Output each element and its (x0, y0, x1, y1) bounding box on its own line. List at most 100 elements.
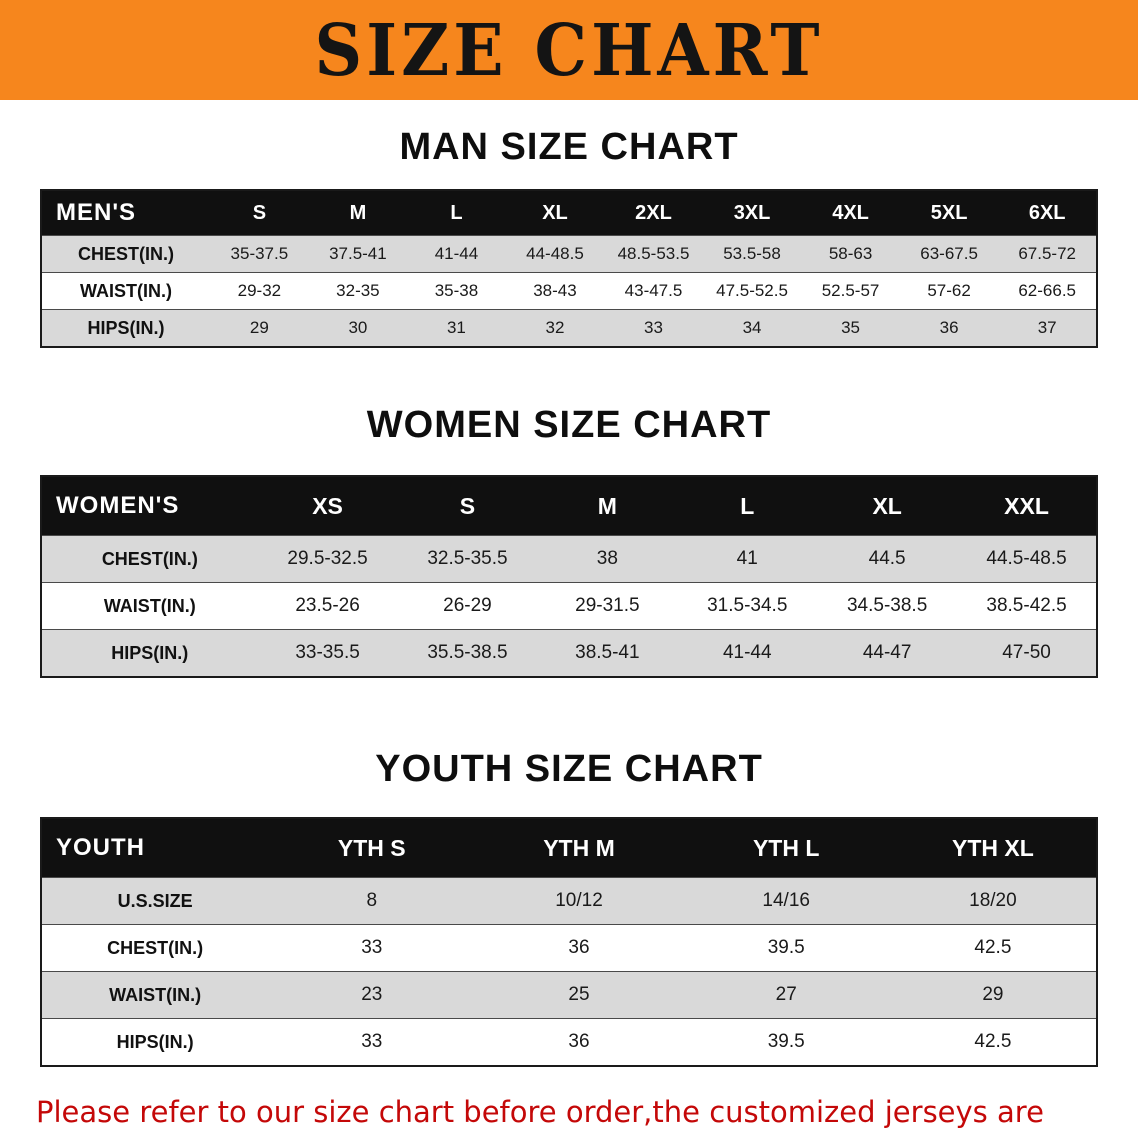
women-size-table: WOMEN'S XS S M L XL XXL CHEST(IN.) 29.5-32.5 32.5… (40, 475, 1098, 678)
row-label: CHEST(IN.) (41, 535, 258, 583)
size-value: 36 (475, 924, 683, 972)
table-row: WAIST(IN.) 23.5-26 26-29 29-31.5 31.5-34.5 34… (41, 582, 1097, 630)
size-value: 35.5-38.5 (397, 629, 538, 677)
size-value: 33 (604, 309, 703, 347)
size-value: 8 (268, 877, 476, 925)
size-column-header: L (677, 476, 818, 536)
size-column-header: YTH L (682, 818, 890, 878)
size-value: 63-67.5 (899, 235, 999, 273)
size-column-header: M (537, 476, 678, 536)
banner: SIZE CHART (0, 0, 1138, 100)
size-value: 34 (702, 309, 802, 347)
row-label: CHEST(IN.) (41, 924, 269, 972)
table-row: HIPS(IN.) 29 30 31 32 33 34 35 36 37 (41, 309, 1097, 347)
size-value: 29-31.5 (537, 582, 678, 630)
size-value: 26-29 (397, 582, 538, 630)
size-value: 18/20 (889, 877, 1097, 925)
size-value: 44.5 (817, 535, 958, 583)
row-label: WAIST(IN.) (41, 971, 269, 1019)
youth-size-table: YOUTH YTH S YTH M YTH L YTH XL U.S.SIZE 8 10/12… (40, 817, 1098, 1067)
disclaimer-line-1: Please refer to our size chart before or… (36, 1095, 1044, 1129)
size-value: 36 (475, 1018, 683, 1066)
table-header-row: YOUTH YTH S YTH M YTH L YTH XL (41, 818, 1097, 878)
row-label: CHEST(IN.) (41, 235, 211, 273)
table-corner-label: WOMEN'S (41, 476, 258, 536)
table-row: WAIST(IN.) 23 25 27 29 (41, 971, 1097, 1019)
row-label: WAIST(IN.) (41, 582, 258, 630)
size-value: 58-63 (801, 235, 900, 273)
size-value: 62-66.5 (998, 272, 1097, 310)
size-value: 44-47 (817, 629, 958, 677)
table-row: CHEST(IN.) 35-37.5 37.5-41 41-44 44-48.5 48.5… (41, 235, 1097, 273)
size-value: 39.5 (682, 1018, 890, 1066)
women-size-chart-title: WOMEN SIZE CHART (366, 404, 772, 446)
table-row: HIPS(IN.) 33 36 39.5 42.5 (41, 1018, 1097, 1066)
size-value: 48.5-53.5 (604, 235, 703, 273)
size-value: 57-62 (899, 272, 999, 310)
size-column-header: YTH XL (889, 818, 1097, 878)
size-value: 47-50 (957, 629, 1097, 677)
size-value: 42.5 (889, 1018, 1097, 1066)
size-column-header: XL (505, 190, 605, 236)
man-size-table: MEN'S S M L XL 2XL 3XL 4XL 5XL 6XL CHEST(IN.) 35-37… (40, 189, 1098, 348)
row-label: U.S.SIZE (41, 877, 269, 925)
table-row: CHEST(IN.) 33 36 39.5 42.5 (41, 924, 1097, 972)
size-value: 31 (407, 309, 506, 347)
size-column-header: YTH S (268, 818, 476, 878)
size-value: 30 (308, 309, 408, 347)
size-column-header: XXL (957, 476, 1097, 536)
row-label: HIPS(IN.) (41, 309, 211, 347)
table-row: WAIST(IN.) 29-32 32-35 35-38 38-43 43-47.5 47.… (41, 272, 1097, 310)
table-row: CHEST(IN.) 29.5-32.5 32.5-35.5 38 41 44.5 44.5… (41, 535, 1097, 583)
size-value: 44-48.5 (505, 235, 605, 273)
table-corner-label: YOUTH (41, 818, 269, 878)
size-value: 32.5-35.5 (397, 535, 538, 583)
size-value: 23 (268, 971, 476, 1019)
size-column-header: 4XL (801, 190, 900, 236)
size-value: 33 (268, 1018, 476, 1066)
size-column-header: XL (817, 476, 958, 536)
size-value: 29 (889, 971, 1097, 1019)
size-value: 14/16 (682, 877, 890, 925)
row-label: HIPS(IN.) (41, 629, 258, 677)
size-value: 35 (801, 309, 900, 347)
size-value: 44.5-48.5 (957, 535, 1097, 583)
size-value: 53.5-58 (702, 235, 802, 273)
size-column-header: 3XL (702, 190, 802, 236)
table-row: U.S.SIZE 8 10/12 14/16 18/20 (41, 877, 1097, 925)
disclaimer: Please refer to our size chart before or… (36, 1093, 1116, 1132)
size-value: 35-38 (407, 272, 506, 310)
size-value: 35-37.5 (210, 235, 309, 273)
size-value: 38-43 (505, 272, 605, 310)
size-value: 38.5-41 (537, 629, 678, 677)
size-column-header: S (397, 476, 538, 536)
size-value: 41-44 (677, 629, 818, 677)
size-value: 39.5 (682, 924, 890, 972)
size-column-header: L (407, 190, 506, 236)
table-corner-label: MEN'S (41, 190, 211, 236)
table-row: HIPS(IN.) 33-35.5 35.5-38.5 38.5-41 41-44 44-… (41, 629, 1097, 677)
size-value: 23.5-26 (257, 582, 398, 630)
table-header-row: WOMEN'S XS S M L XL XXL (41, 476, 1097, 536)
size-column-header: XS (257, 476, 398, 536)
size-value: 33-35.5 (257, 629, 398, 677)
size-value: 29-32 (210, 272, 309, 310)
size-value: 41-44 (407, 235, 506, 273)
table-header-row: MEN'S S M L XL 2XL 3XL 4XL 5XL 6XL (41, 190, 1097, 236)
size-value: 27 (682, 971, 890, 1019)
size-column-header: M (308, 190, 408, 236)
man-size-chart-title: MAN SIZE CHART (399, 126, 739, 168)
size-value: 42.5 (889, 924, 1097, 972)
size-value: 36 (899, 309, 999, 347)
size-value: 47.5-52.5 (702, 272, 802, 310)
size-value: 43-47.5 (604, 272, 703, 310)
size-value: 41 (677, 535, 818, 583)
size-value: 29.5-32.5 (257, 535, 398, 583)
size-column-header: 6XL (998, 190, 1097, 236)
size-value: 38.5-42.5 (957, 582, 1097, 630)
size-value: 32-35 (308, 272, 408, 310)
size-value: 29 (210, 309, 309, 347)
size-value: 38 (537, 535, 678, 583)
size-column-header: 2XL (604, 190, 703, 236)
size-value: 31.5-34.5 (677, 582, 818, 630)
